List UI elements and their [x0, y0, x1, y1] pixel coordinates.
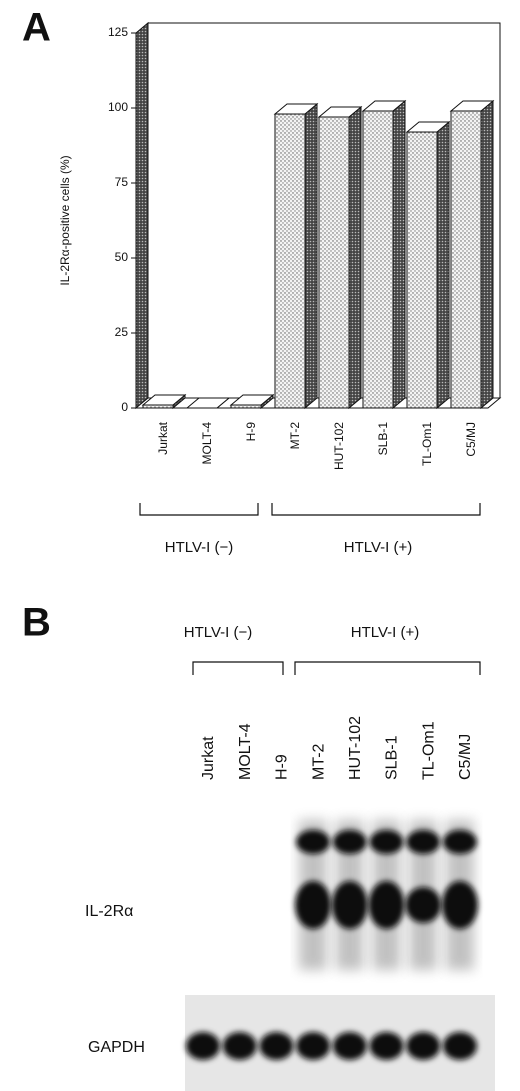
band: [222, 1032, 257, 1060]
bar-top: [185, 397, 231, 409]
bracket: [139, 503, 259, 516]
x-tick-label: HUT-102: [332, 422, 346, 470]
lane-label: TL-Om1: [420, 721, 437, 780]
y-tick-label: 125: [108, 25, 128, 39]
band: [332, 830, 367, 854]
bracket: [271, 503, 481, 516]
bracket: [294, 661, 481, 675]
bar-side: [348, 105, 362, 410]
bar-top: [229, 394, 275, 406]
band: [259, 1032, 294, 1060]
y-tick-label: 50: [115, 250, 129, 264]
band: [369, 1032, 404, 1060]
group-label: HTLV-I (−): [184, 624, 252, 641]
lane-label: SLB-1: [384, 735, 401, 780]
y-tick-label: 25: [115, 325, 129, 339]
x-tick-label: MT-2: [288, 422, 302, 450]
band: [405, 887, 442, 923]
y-tick-label: 100: [108, 100, 128, 114]
bar-top: [405, 121, 451, 133]
y-tick-label: 75: [115, 175, 129, 189]
band: [186, 1032, 220, 1060]
bar: [318, 116, 350, 409]
bar-top: [361, 100, 407, 112]
x-tick-label: C5/MJ: [464, 422, 478, 457]
bar-top: [317, 106, 363, 118]
band: [295, 881, 332, 929]
bar: [406, 131, 438, 409]
bar: [274, 113, 306, 409]
lane-label: HUT-102: [347, 716, 364, 780]
x-tick-label: Jurkat: [156, 421, 170, 454]
band: [296, 830, 331, 854]
y-axis-title: IL-2Rα-positive cells (%): [58, 155, 72, 285]
lane-label: H-9: [274, 754, 291, 780]
y-tick-label: 0: [121, 400, 128, 414]
band: [406, 830, 441, 854]
bar-top: [141, 394, 187, 406]
bar-top: [273, 103, 319, 115]
bar: [362, 110, 394, 409]
band: [369, 830, 404, 854]
bar-side: [304, 102, 318, 410]
bar-chart: IL-2Rα-positive cells (%) 0 25 50 75 100 125 Ju…: [58, 21, 502, 556]
x-tick-label: TL-Om1: [420, 422, 434, 466]
lane-label: MOLT-4: [237, 723, 254, 780]
bracket: [192, 661, 284, 675]
band: [406, 1032, 441, 1060]
bar-side: [436, 120, 450, 410]
lane-label: Jurkat: [200, 736, 217, 780]
bar-top: [449, 100, 495, 112]
bar-side: [392, 99, 406, 410]
panel-label: A: [22, 6, 51, 50]
band: [331, 881, 368, 929]
band: [368, 881, 405, 929]
lane-label: MT-2: [310, 743, 327, 780]
band: [332, 1032, 367, 1060]
bar-side: [480, 99, 494, 410]
group-label: HTLV-I (−): [165, 539, 233, 556]
band: [442, 1032, 477, 1060]
panel-label: B: [22, 601, 51, 645]
x-tick-label: H-9: [244, 422, 258, 442]
row-label: GAPDH: [88, 1039, 145, 1056]
band: [296, 1032, 331, 1060]
row-label: IL-2Rα: [85, 903, 133, 920]
lane-label: C5/MJ: [457, 734, 474, 780]
x-tick-label: MOLT-4: [200, 422, 214, 465]
side-wall: [135, 21, 149, 410]
x-tick-label: SLB-1: [376, 422, 390, 456]
bar: [450, 110, 482, 409]
band: [442, 830, 477, 854]
group-label: HTLV-I (+): [351, 624, 419, 641]
group-label: HTLV-I (+): [344, 539, 412, 556]
band: [441, 881, 478, 929]
northern-blot: HTLV-I (−) HTLV-I (+) Jurkat MOLT-4 H-9 MT-2 H…: [85, 624, 495, 1091]
